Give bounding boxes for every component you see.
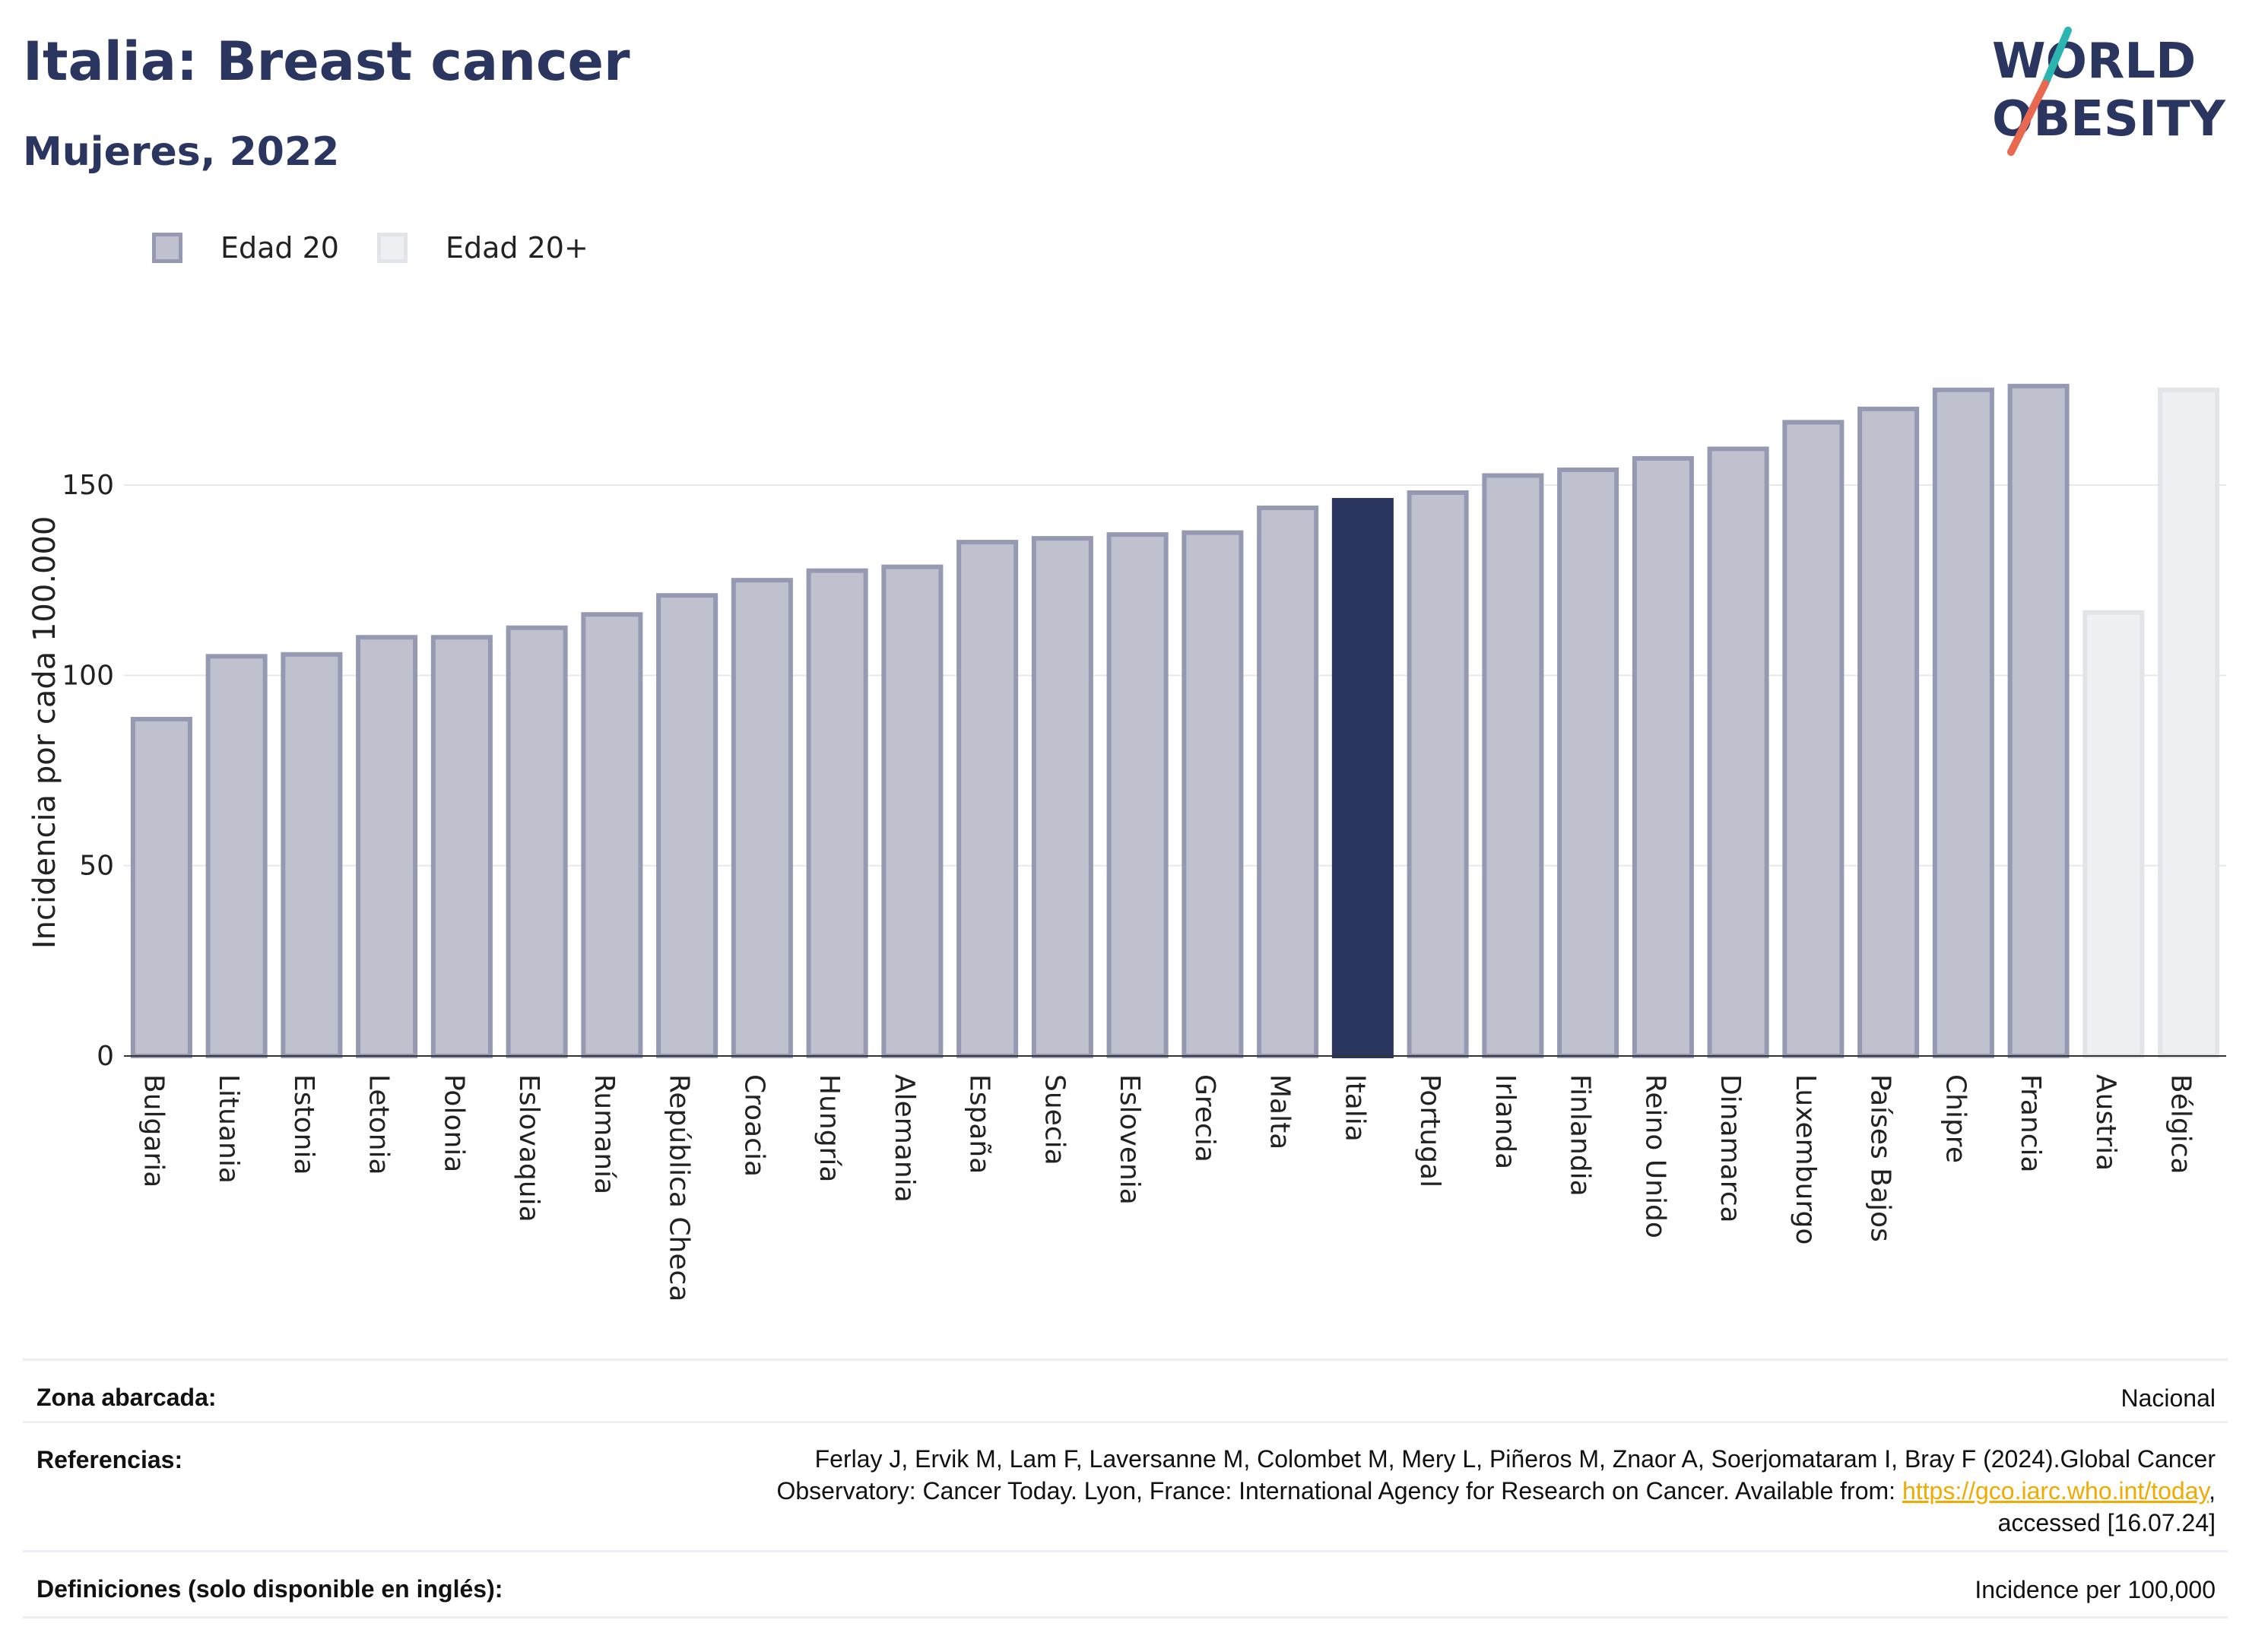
reference-line-2: Observatory: Cancer Today. Lyon, France:… — [776, 1475, 2216, 1507]
logo-coral-stroke — [2007, 80, 2049, 156]
y-tick-label-150: 150 — [62, 470, 114, 501]
y-tick-label-100: 100 — [62, 660, 114, 691]
logo-line1: WORLD — [1992, 33, 2196, 90]
bar-alemania — [881, 564, 944, 1058]
bar-italia — [1331, 498, 1394, 1058]
bar-lituania — [205, 654, 268, 1058]
bar-polonia — [430, 635, 493, 1058]
legend-item-edad-20-plus[interactable]: Edad 20+ — [376, 231, 588, 265]
y-tick-label-0: 0 — [97, 1041, 114, 1072]
bar-grecia — [1182, 530, 1244, 1058]
reference-line-3: accessed [16.07.24] — [1997, 1509, 2216, 1536]
bar-dinamarca — [1707, 446, 1769, 1058]
bar-austria — [2082, 610, 2145, 1058]
x-tick-label-letonia: Letonia — [363, 1074, 395, 1175]
x-tick-label-republica-checa: República Checa — [664, 1074, 695, 1302]
x-tick-label-austria: Austria — [2090, 1074, 2121, 1171]
x-tick-label-paises-bajos: Países Bajos — [1865, 1074, 1896, 1242]
bar-paises-bajos — [1857, 406, 1920, 1058]
x-tick-label-portugal: Portugal — [1414, 1074, 1445, 1187]
x-tick-label-grecia: Grecia — [1189, 1074, 1220, 1162]
legend-swatch-edad-20 — [152, 233, 182, 263]
x-tick-label-italia: Italia — [1339, 1074, 1370, 1142]
x-tick-label-belgica: Bélgica — [2165, 1074, 2197, 1175]
y-axis-label: Incidencia por cada 100.000 — [27, 516, 62, 950]
reference-line-1: Ferlay J, Ervik M, Lam F, Laversanne M, … — [814, 1445, 2216, 1473]
info-row-referencias: Referencias: Ferlay J, Ervik M, Lam F, L… — [23, 1421, 2228, 1552]
x-tick-label-eslovenia: Eslovenia — [1114, 1074, 1145, 1205]
info-value-referencias: Ferlay J, Ervik M, Lam F, Laversanne M, … — [776, 1443, 2216, 1539]
x-tick-label-dinamarca: Dinamarca — [1715, 1074, 1746, 1223]
legend-item-edad-20[interactable]: Edad 20 — [152, 231, 339, 265]
reference-link[interactable]: https://gco.iarc.who.int/today — [1902, 1477, 2209, 1505]
x-tick-label-hungria: Hungría — [814, 1074, 845, 1182]
info-value-zona: Nacional — [2121, 1384, 2216, 1412]
bar-letonia — [356, 635, 418, 1058]
bar-hungria — [806, 568, 868, 1058]
bar-eslovenia — [1106, 532, 1169, 1058]
x-tick-label-croacia: Croacia — [738, 1074, 769, 1177]
x-tick-label-espana: España — [964, 1074, 995, 1174]
bar-espana — [956, 540, 1019, 1058]
x-tick-label-luxemburgo: Luxemburgo — [1790, 1074, 1821, 1245]
x-tick-label-chipre: Chipre — [1940, 1074, 1971, 1163]
info-row-zona: Zona abarcada: Nacional — [23, 1359, 2228, 1423]
bar-belgica — [2158, 387, 2220, 1058]
info-label-zona: Zona abarcada: — [36, 1384, 217, 1411]
x-tick-label-rumania: Rumanía — [588, 1074, 620, 1194]
bar-finlandia — [1557, 467, 1619, 1058]
x-tick-label-eslovaquia: Eslovaquia — [513, 1074, 544, 1222]
x-tick-label-estonia: Estonia — [288, 1074, 319, 1175]
bar-reino-unido — [1632, 455, 1694, 1058]
bar-eslovaquia — [506, 625, 568, 1058]
bar-portugal — [1407, 490, 1469, 1058]
reference-line-2-text: Observatory: Cancer Today. Lyon, France:… — [776, 1477, 1902, 1505]
bar-estonia — [281, 652, 343, 1058]
info-label-definiciones: Definiciones (solo disponible en inglés)… — [36, 1575, 503, 1603]
x-tick-label-alemania: Alemania — [889, 1074, 920, 1203]
bar-suecia — [1031, 536, 1093, 1058]
logo-teal-stroke — [2041, 27, 2072, 87]
bar-chart: Bulgaria Lituania Estonia Letonia Polonia Esl… — [27, 383, 2226, 1302]
bar-luxemburgo — [1782, 420, 1845, 1058]
x-tick-label-finlandia: Finlandia — [1565, 1074, 1596, 1197]
x-tick-label-polonia: Polonia — [438, 1074, 469, 1172]
page-subtitle: Mujeres, 2022 — [23, 129, 340, 175]
x-tick-label-suecia: Suecia — [1039, 1074, 1070, 1165]
reference-link-suffix: , — [2209, 1477, 2216, 1505]
bar-chipre — [1932, 387, 1994, 1058]
legend-label-edad-20: Edad 20 — [220, 231, 339, 265]
bar-francia — [2007, 383, 2070, 1058]
world-obesity-logo: WORLD OBESITY — [1992, 27, 2225, 156]
bar-republica-checa — [656, 593, 718, 1058]
legend: Edad 20 Edad 20+ — [152, 225, 626, 271]
legend-swatch-edad-20-plus — [376, 233, 408, 263]
bar-malta — [1257, 506, 1319, 1058]
bar-bulgaria — [130, 716, 192, 1058]
x-tick-label-malta: Malta — [1264, 1074, 1296, 1149]
info-value-definiciones: Incidence per 100,000 — [1975, 1576, 2216, 1603]
legend-label-edad-20-plus: Edad 20+ — [445, 231, 588, 265]
x-tick-label-francia: Francia — [2015, 1074, 2046, 1173]
x-tick-label-irlanda: Irlanda — [1489, 1074, 1521, 1169]
x-tick-label-reino-unido: Reino Unido — [1639, 1074, 1670, 1238]
bar-rumania — [581, 612, 643, 1058]
x-tick-label-bulgaria: Bulgaria — [138, 1074, 169, 1187]
x-tick-label-lituania: Lituania — [213, 1074, 244, 1184]
y-tick-label-50: 50 — [79, 851, 114, 882]
bar-irlanda — [1482, 473, 1544, 1058]
info-label-referencias: Referencias: — [36, 1446, 183, 1473]
page-title: Italia: Breast cancer — [23, 30, 630, 93]
info-row-definiciones: Definiciones (solo disponible en inglés)… — [23, 1550, 2228, 1619]
bar-croacia — [731, 578, 793, 1058]
